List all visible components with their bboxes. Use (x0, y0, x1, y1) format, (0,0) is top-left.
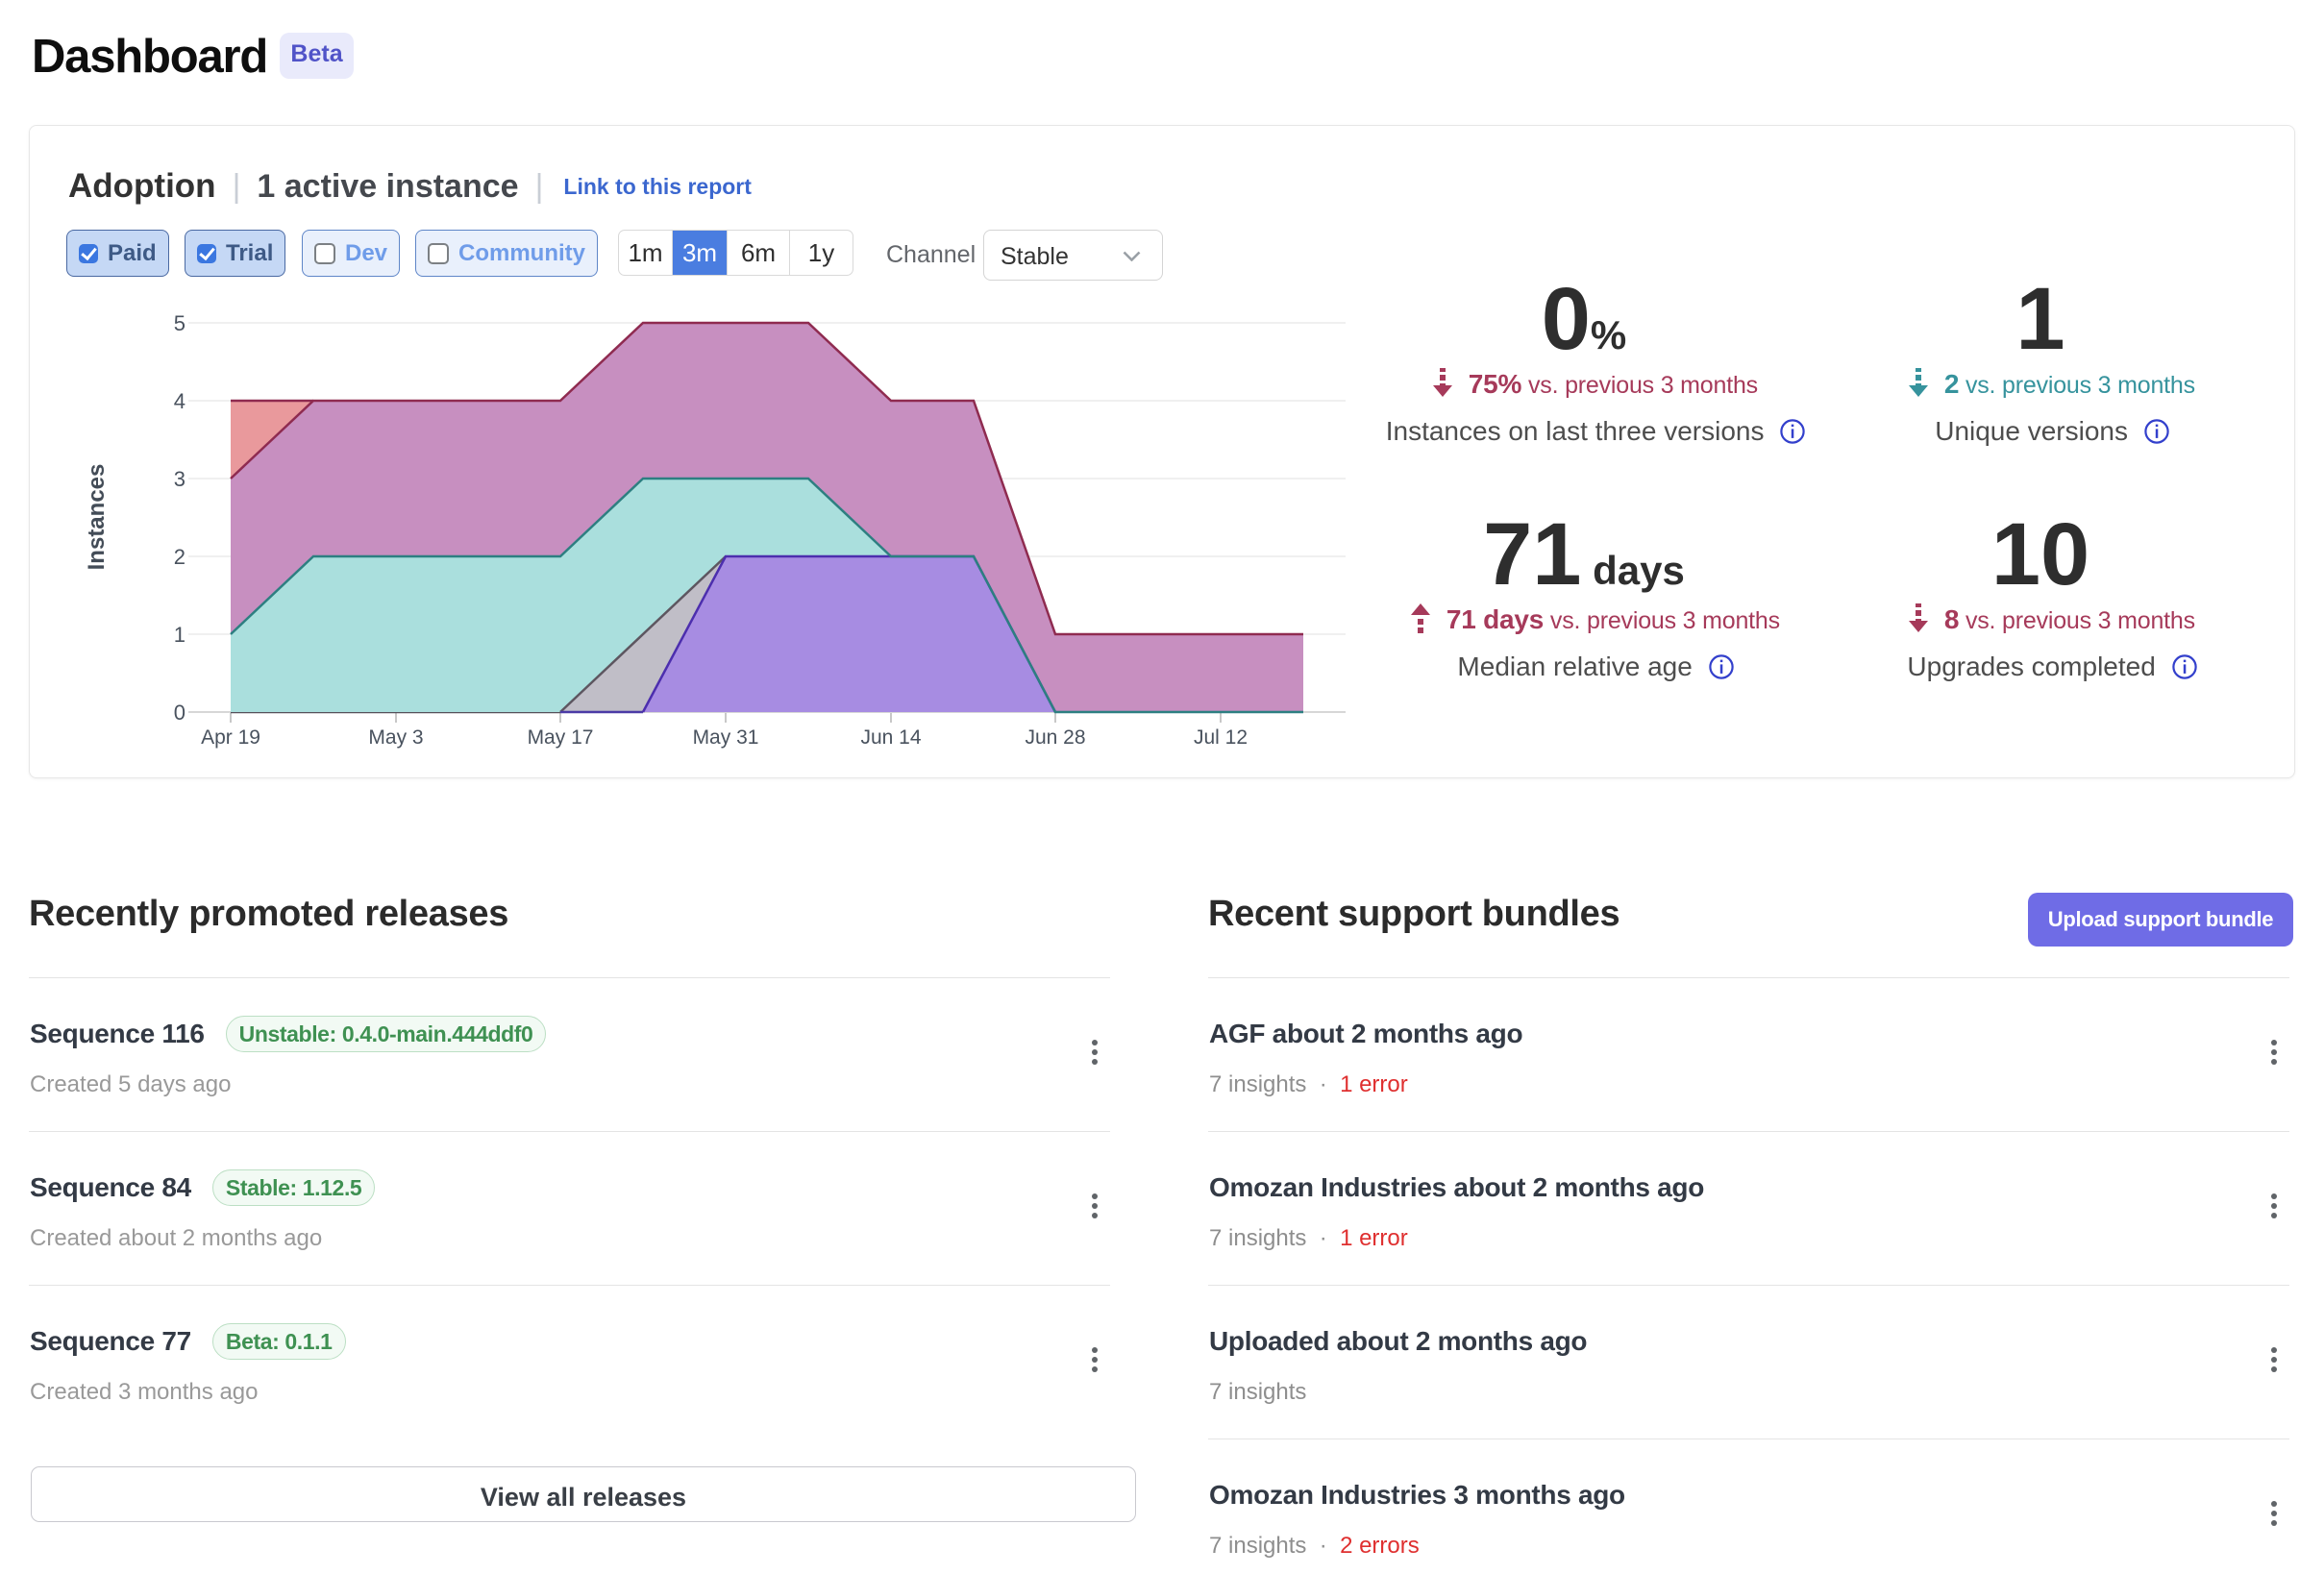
svg-text:May 3: May 3 (368, 726, 423, 749)
svg-text:0: 0 (174, 701, 185, 725)
svg-text:Apr 19: Apr 19 (201, 726, 260, 749)
svg-text:Jun 14: Jun 14 (860, 726, 921, 749)
svg-text:5: 5 (174, 311, 185, 335)
svg-text:Jul 12: Jul 12 (1194, 726, 1248, 749)
svg-text:Jun 28: Jun 28 (1025, 726, 1085, 749)
svg-text:1: 1 (174, 623, 185, 647)
svg-text:May 31: May 31 (693, 726, 759, 749)
svg-text:2: 2 (174, 545, 185, 569)
svg-text:3: 3 (174, 467, 185, 491)
svg-text:Instances: Instances (84, 464, 110, 571)
svg-text:May 17: May 17 (528, 726, 594, 749)
svg-text:4: 4 (174, 389, 185, 413)
